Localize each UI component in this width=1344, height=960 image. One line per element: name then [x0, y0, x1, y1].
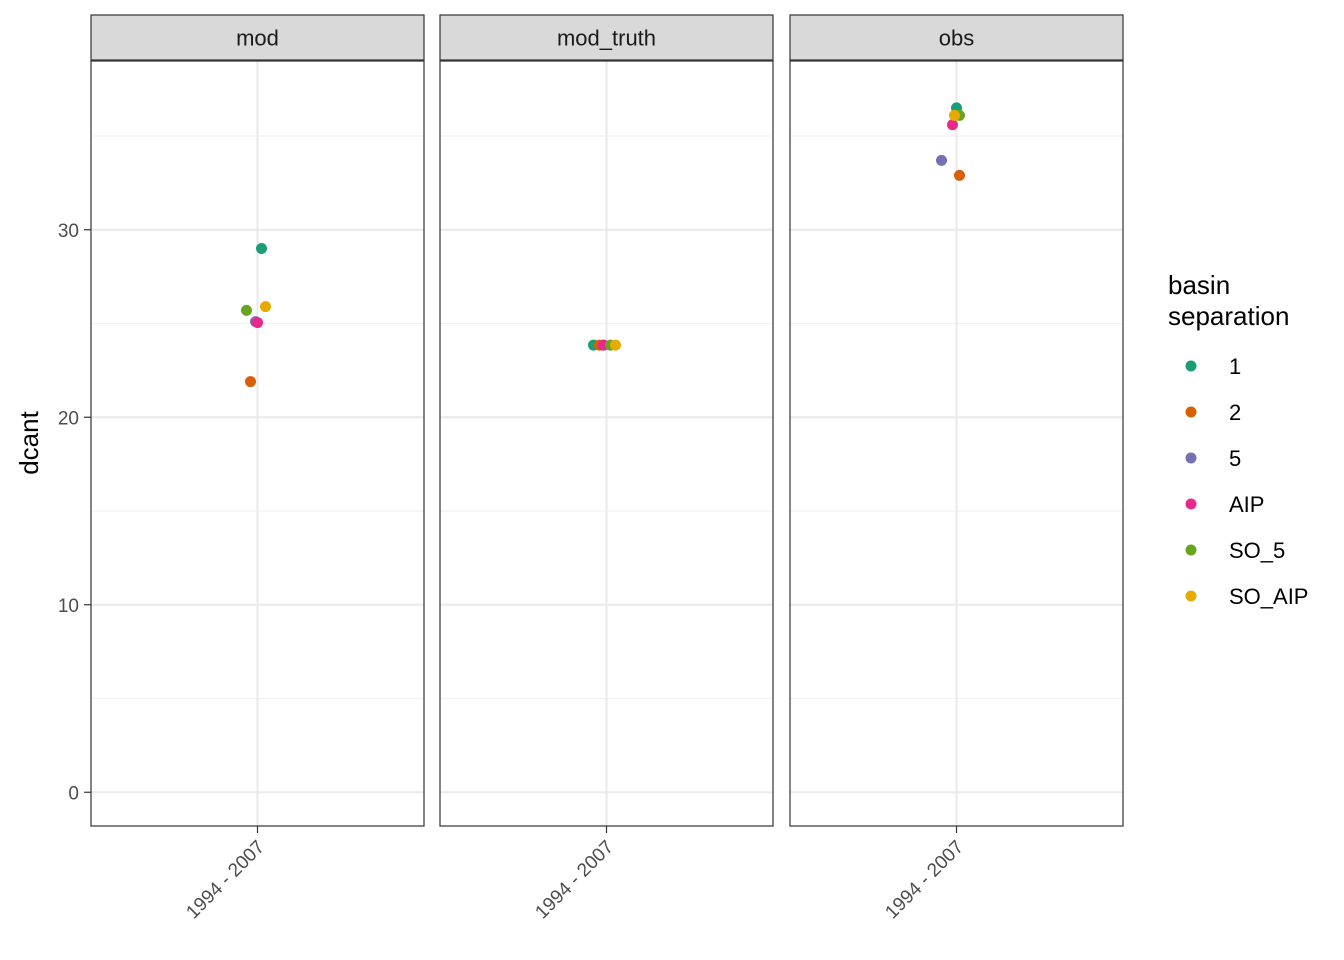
legend-key-2: [1185, 406, 1197, 418]
facet-panel-mod-truth: mod_truth 1994 - 2007: [439, 14, 774, 924]
legend-key-so-aip: [1185, 590, 1197, 602]
facet-panel-mod: mod 1994 - 2007: [90, 14, 425, 924]
data-point-so-aip: [610, 339, 621, 351]
strip-label: mod_truth: [557, 26, 656, 51]
x-tick-label: 1994 - 2007: [182, 837, 269, 924]
legend-key-aip: [1185, 498, 1197, 510]
data-point-1: [256, 243, 267, 254]
data-point-so-5: [241, 304, 252, 316]
legend-label: 2: [1229, 400, 1241, 425]
data-point-5: [936, 154, 947, 166]
strip-label: mod: [236, 26, 279, 51]
strip-background: [90, 14, 425, 61]
data-point-2: [954, 169, 965, 181]
legend-key-1: [1185, 360, 1197, 372]
legend-key-so-5: [1185, 544, 1197, 556]
facet-panel-obs: obs 1994 - 2007: [789, 14, 1124, 924]
y-tick-label: 30: [58, 221, 79, 242]
y-tick-label: 20: [58, 408, 79, 429]
y-axis-title: dcant: [14, 410, 44, 474]
legend-label: 1: [1229, 354, 1241, 379]
data-point-aip: [947, 119, 958, 131]
facet-panels: mod 1994 - 2007 mod_truth 1994 - 2007 obs 199…: [90, 14, 1124, 924]
legend-title: basin: [1168, 270, 1230, 300]
strip-label: obs: [939, 26, 974, 51]
y-tick-label: 0: [68, 783, 79, 804]
legend-label: SO_AIP: [1229, 584, 1308, 609]
strip-background: [439, 14, 774, 61]
y-tick-label: 10: [58, 596, 79, 617]
legend-label: SO_5: [1229, 538, 1285, 563]
strip-background: [789, 14, 1124, 61]
x-tick-label: 1994 - 2007: [531, 837, 618, 924]
legend-label: AIP: [1229, 492, 1264, 517]
legend-title: separation: [1168, 301, 1289, 331]
data-point-so-aip: [260, 301, 271, 313]
x-tick-label: 1994 - 2007: [881, 837, 968, 924]
data-point-so-aip: [949, 109, 960, 121]
data-point-2: [245, 376, 256, 388]
legend-key-5: [1185, 452, 1197, 464]
data-point-aip: [252, 317, 263, 329]
legend-label: 5: [1229, 446, 1241, 471]
y-axis: 0 10 20 30: [58, 221, 91, 804]
